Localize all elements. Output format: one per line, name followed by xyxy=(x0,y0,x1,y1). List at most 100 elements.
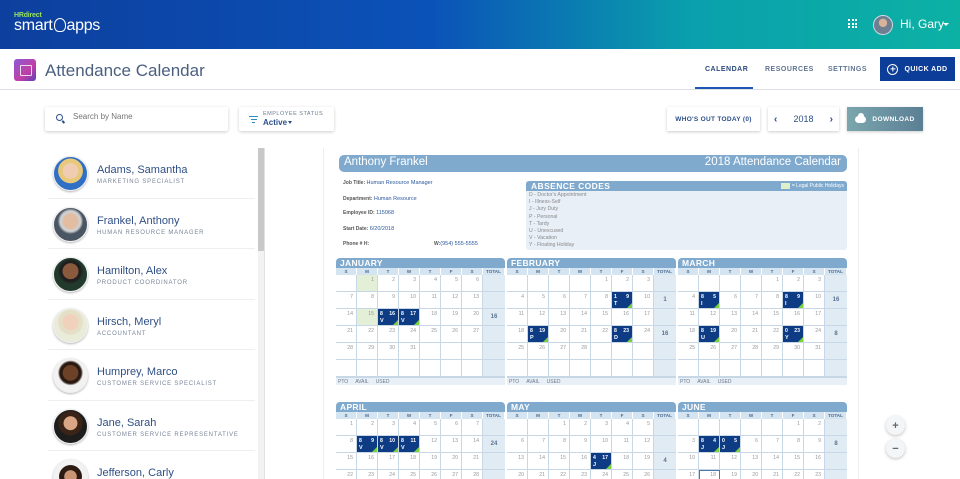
day-cell[interactable]: 18 xyxy=(612,453,633,470)
day-cell[interactable]: 4 xyxy=(420,275,441,292)
day-cell[interactable]: 13 xyxy=(720,309,741,326)
day-cell[interactable]: 6 xyxy=(462,275,483,292)
day-cell[interactable]: 4 xyxy=(399,419,420,436)
day-cell[interactable] xyxy=(528,275,549,292)
day-cell[interactable]: 25 xyxy=(420,326,441,343)
day-cell[interactable] xyxy=(528,419,549,436)
day-cell[interactable]: 5 xyxy=(441,275,462,292)
previous-year-icon[interactable]: ‹ xyxy=(774,113,778,125)
day-cell[interactable]: 15 xyxy=(549,453,570,470)
day-cell[interactable]: 11 xyxy=(420,292,441,309)
day-cell[interactable]: 14 xyxy=(528,453,549,470)
day-cell[interactable]: 16 xyxy=(570,453,591,470)
day-cell[interactable]: 27 xyxy=(462,326,483,343)
day-cell[interactable]: 24 xyxy=(633,326,654,343)
day-cell[interactable]: 7 xyxy=(462,419,483,436)
day-cell[interactable] xyxy=(507,275,528,292)
day-cell[interactable]: 1 xyxy=(591,275,612,292)
absence-day-cell[interactable]: 8 V 10 xyxy=(378,436,399,453)
day-cell[interactable]: 14 xyxy=(741,309,762,326)
day-cell[interactable]: 2 xyxy=(783,275,804,292)
day-cell[interactable]: 18 xyxy=(420,309,441,326)
day-cell[interactable]: 20 xyxy=(720,326,741,343)
employee-status-filter[interactable]: EMPLOYEE STATUS Active xyxy=(239,107,334,131)
employee-item[interactable]: Jane, Sarah CUSTOMER SERVICE REPRESENTAT… xyxy=(48,401,255,451)
day-cell[interactable] xyxy=(720,275,741,292)
day-cell[interactable]: 23 xyxy=(378,326,399,343)
employee-list-scroll-thumb[interactable] xyxy=(258,148,264,251)
day-cell[interactable]: 26 xyxy=(699,343,720,360)
day-cell[interactable] xyxy=(699,360,720,377)
day-cell[interactable]: 3 xyxy=(678,436,699,453)
day-cell[interactable]: 7 xyxy=(762,436,783,453)
day-cell[interactable]: 1 xyxy=(783,419,804,436)
day-cell[interactable]: 8 xyxy=(783,436,804,453)
day-cell[interactable] xyxy=(741,419,762,436)
day-cell[interactable]: 31 xyxy=(804,343,825,360)
day-cell[interactable]: 2 xyxy=(357,419,378,436)
day-cell[interactable]: 12 xyxy=(441,292,462,309)
day-cell[interactable]: 4 xyxy=(678,292,699,309)
day-cell[interactable]: 8 xyxy=(336,436,357,453)
day-cell[interactable]: 3 xyxy=(399,275,420,292)
day-cell[interactable]: 27 xyxy=(441,470,462,479)
day-cell[interactable]: 28 xyxy=(741,343,762,360)
day-cell[interactable]: 26 xyxy=(420,470,441,479)
day-cell[interactable]: 10 xyxy=(633,292,654,309)
day-cell[interactable] xyxy=(741,360,762,377)
day-cell[interactable] xyxy=(507,419,528,436)
day-cell[interactable] xyxy=(420,343,441,360)
day-cell[interactable]: 8 xyxy=(357,292,378,309)
day-cell[interactable] xyxy=(678,275,699,292)
day-cell[interactable]: 18 xyxy=(399,453,420,470)
day-cell[interactable]: 10 xyxy=(804,292,825,309)
day-cell[interactable] xyxy=(549,360,570,377)
day-cell[interactable] xyxy=(678,419,699,436)
day-cell[interactable]: 15 xyxy=(336,453,357,470)
day-cell[interactable]: 8 xyxy=(591,292,612,309)
day-cell[interactable]: 7 xyxy=(741,292,762,309)
day-cell[interactable] xyxy=(336,275,357,292)
user-menu-caret-icon[interactable] xyxy=(943,23,949,26)
day-cell[interactable]: 26 xyxy=(441,326,462,343)
day-cell[interactable]: 5 xyxy=(633,419,654,436)
day-cell[interactable]: 1 xyxy=(357,275,378,292)
day-cell[interactable]: 21 xyxy=(336,326,357,343)
day-cell[interactable]: 20 xyxy=(462,309,483,326)
day-cell[interactable]: 16 xyxy=(804,453,825,470)
day-cell[interactable]: 5 xyxy=(528,292,549,309)
day-cell[interactable] xyxy=(804,360,825,377)
day-cell[interactable]: 23 xyxy=(570,470,591,479)
day-cell[interactable]: 15 xyxy=(591,309,612,326)
day-cell[interactable]: 19 xyxy=(633,453,654,470)
day-cell[interactable] xyxy=(741,275,762,292)
day-cell[interactable]: 17 xyxy=(633,309,654,326)
day-cell[interactable] xyxy=(699,419,720,436)
day-cell[interactable]: 12 xyxy=(633,436,654,453)
day-cell[interactable]: 1 xyxy=(336,419,357,436)
day-cell[interactable]: 24 xyxy=(804,326,825,343)
employee-item[interactable]: Frankel, Anthony HUMAN RESOURCE MANAGER xyxy=(48,199,255,249)
day-cell[interactable]: 27 xyxy=(720,343,741,360)
day-cell[interactable]: 15 xyxy=(357,309,378,326)
user-avatar[interactable] xyxy=(873,15,893,35)
day-cell[interactable]: 30 xyxy=(783,343,804,360)
day-cell[interactable]: 9 xyxy=(570,436,591,453)
day-cell[interactable] xyxy=(378,360,399,377)
day-cell[interactable] xyxy=(441,360,462,377)
day-cell[interactable]: 23 xyxy=(357,470,378,479)
day-cell[interactable] xyxy=(720,419,741,436)
day-cell[interactable] xyxy=(612,343,633,360)
absence-day-cell[interactable]: 8 P 19 xyxy=(528,326,549,343)
day-cell[interactable]: 22 xyxy=(357,326,378,343)
day-cell[interactable]: 10 xyxy=(678,453,699,470)
day-cell[interactable]: 31 xyxy=(399,343,420,360)
day-cell[interactable]: 6 xyxy=(441,419,462,436)
day-cell[interactable]: 1 xyxy=(762,275,783,292)
employee-item[interactable]: Humprey, Marco CUSTOMER SERVICE SPECIALI… xyxy=(48,350,255,401)
day-cell[interactable]: 25 xyxy=(612,470,633,479)
